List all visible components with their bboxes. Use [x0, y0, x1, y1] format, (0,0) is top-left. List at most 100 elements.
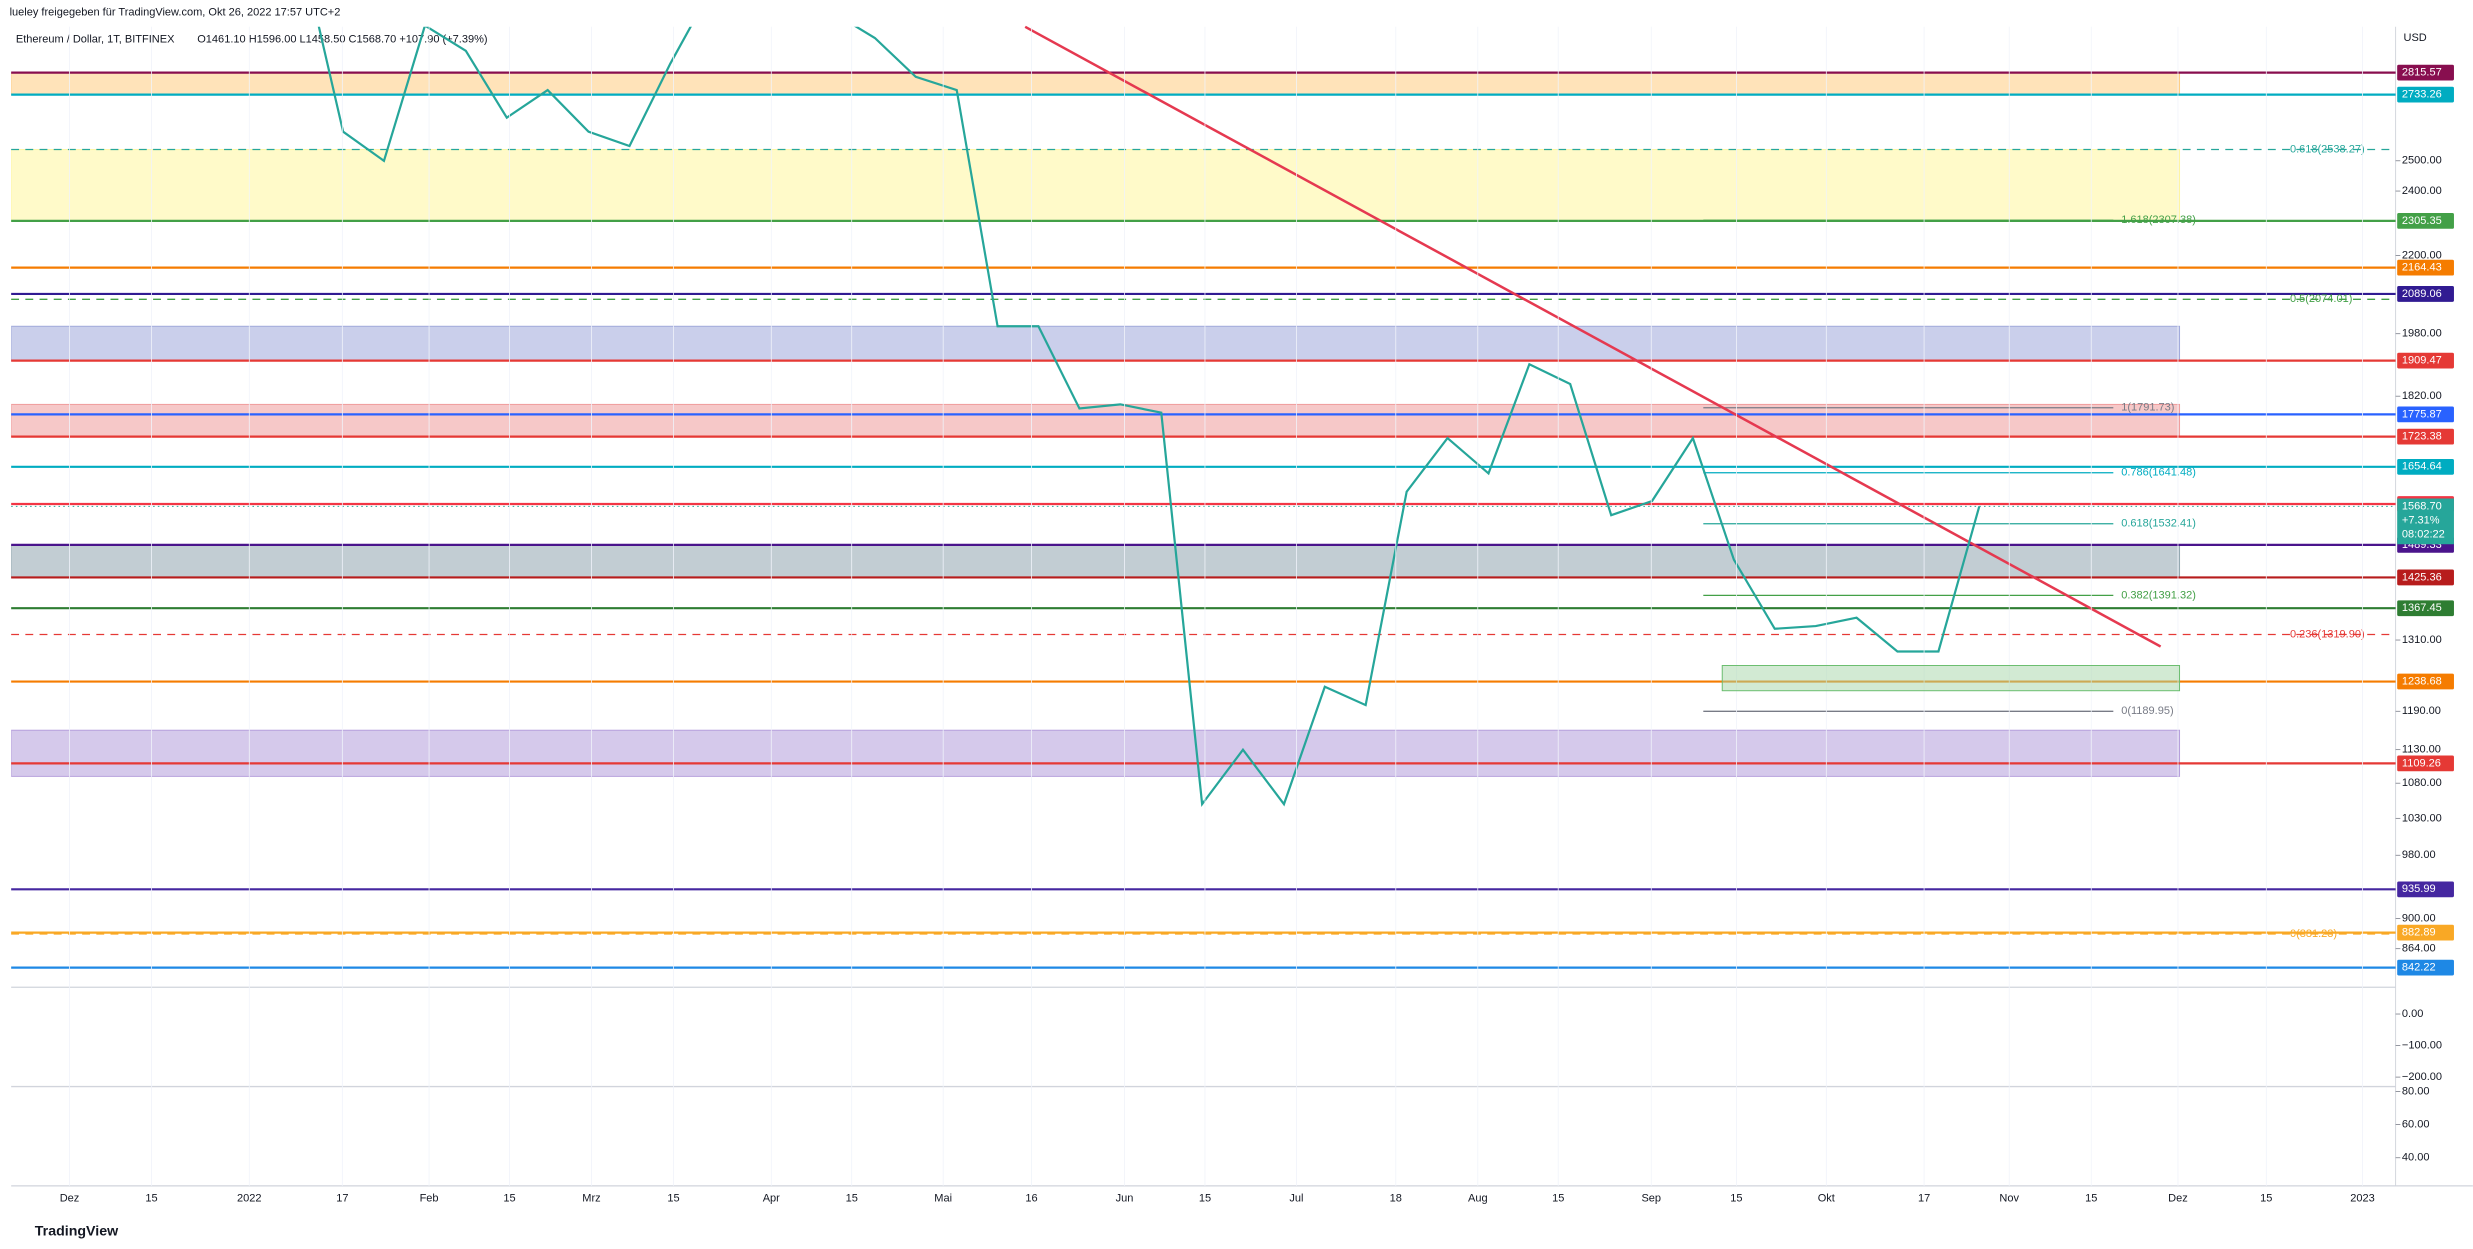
level-tag	[2397, 352, 2454, 369]
fib-label: 0(1189.95)	[2121, 705, 2173, 717]
y-tick-label: 1030.00	[2402, 812, 2442, 824]
level-tag	[2397, 428, 2454, 445]
x-tick-label: 15	[1730, 1192, 1742, 1204]
price-line	[317, 26, 1981, 808]
level-tag	[2397, 458, 2454, 475]
y-tick-label: 2400.00	[2402, 185, 2442, 197]
x-tick-label: Mrz	[582, 1192, 600, 1204]
level-label: 1723.38	[2402, 431, 2442, 443]
level-label: 1909.47	[2402, 355, 2442, 367]
fib-label: 1.618(2307.38)	[2121, 214, 2196, 226]
x-tick-label: Dez	[2168, 1192, 2188, 1204]
level-label: 2089.06	[2402, 288, 2442, 300]
level-label: 2164.43	[2402, 262, 2442, 274]
zone	[11, 729, 2181, 777]
fib-label: 0.786(1641.48)	[2121, 467, 2196, 479]
fib-label: 0(881.23)	[2290, 928, 2337, 940]
level-tag	[2397, 959, 2454, 976]
y-tick-label: 1080.00	[2402, 777, 2442, 789]
rsi-tick-label: 40.00	[2402, 1152, 2430, 1164]
fib-label: 0.618(2538.27)	[2290, 143, 2365, 155]
level-label: 1109.26	[2402, 757, 2441, 769]
level-tag	[2397, 924, 2454, 941]
level-label: 2815.57	[2402, 67, 2442, 79]
chart-title: Ethereum / Dollar, 1T, BITFINEX	[16, 33, 175, 45]
fib-label: 0.618(1532.41)	[2121, 518, 2196, 530]
zone	[11, 544, 2181, 579]
level-tag	[2397, 286, 2454, 302]
x-tick-label: 15	[145, 1192, 157, 1204]
y-tick-label: 980.00	[2402, 849, 2436, 861]
range-box	[1721, 665, 2181, 692]
x-tick-label: 15	[1552, 1192, 1564, 1204]
y-tick-label: 864.00	[2402, 943, 2436, 955]
x-tick-label: 16	[1025, 1192, 1037, 1204]
level-label: 1425.36	[2402, 571, 2442, 583]
x-tick-label: 15	[503, 1192, 515, 1204]
rsi-tick-label: 60.00	[2402, 1119, 2430, 1131]
attribution: lueley freigegeben für TradingView.com, …	[10, 7, 341, 19]
current-price-label: 1568.70	[2402, 500, 2442, 512]
fib-label: 0.236(1319.90)	[2290, 628, 2365, 640]
x-tick-label: 17	[1918, 1192, 1930, 1204]
rsi-tick-label: 80.00	[2402, 1085, 2430, 1097]
level-tag	[2397, 673, 2454, 690]
level-tag	[2397, 569, 2454, 586]
x-tick-label: 2023	[2350, 1192, 2375, 1204]
level-tag	[2397, 64, 2454, 81]
level-tag	[2397, 86, 2454, 103]
macd-tick-label: −100.00	[2402, 1039, 2442, 1051]
x-tick-label: 18	[1390, 1192, 1402, 1204]
y-tick-label: 900.00	[2402, 912, 2436, 924]
y-tick-label: 1130.00	[2402, 744, 2441, 756]
x-tick-label: 15	[2085, 1192, 2097, 1204]
level-label: 882.89	[2402, 927, 2436, 939]
level-tag	[2397, 406, 2454, 423]
level-tag	[2397, 881, 2454, 898]
x-tick-label: 17	[336, 1192, 348, 1204]
x-tick-label: Dez	[60, 1192, 80, 1204]
level-label: 842.22	[2402, 962, 2436, 974]
y-tick-label: 1190.00	[2402, 705, 2441, 717]
level-tag	[2397, 600, 2454, 617]
x-tick-label: Mai	[934, 1192, 952, 1204]
x-tick-label: Nov	[1999, 1192, 2019, 1204]
x-tick-label: 15	[1199, 1192, 1211, 1204]
x-tick-label: Jun	[1116, 1192, 1134, 1204]
zone	[11, 403, 2181, 438]
x-tick-label: 2022	[237, 1192, 262, 1204]
current-price-tag	[2397, 498, 2454, 545]
currency: USD	[2403, 32, 2426, 44]
zone	[11, 325, 2181, 362]
macd-tick-label: −200.00	[2402, 1071, 2442, 1083]
fib-label: 0.5(2074.01)	[2290, 293, 2352, 305]
current-price-change: +7.31%	[2402, 514, 2440, 526]
x-tick-label: Sep	[1641, 1192, 1661, 1204]
current-price-countdown: 08:02:22	[2402, 529, 2445, 541]
fib-label: 1(1791.73)	[2121, 402, 2174, 414]
y-tick-label: 2500.00	[2402, 155, 2442, 167]
level-tag	[2397, 213, 2454, 229]
x-tick-label: 15	[667, 1192, 679, 1204]
fib-label: 0.382(1391.32)	[2121, 589, 2196, 601]
level-label: 1367.45	[2402, 602, 2442, 614]
level-label: 2305.35	[2402, 215, 2442, 227]
brand: TradingView	[35, 1223, 119, 1239]
x-tick-label: Aug	[1468, 1192, 1488, 1204]
level-label: 1654.64	[2402, 461, 2442, 473]
level-label: 2733.26	[2402, 89, 2442, 101]
x-tick-label: Apr	[763, 1192, 780, 1204]
level-tag	[2397, 259, 2454, 276]
x-tick-label: Okt	[1818, 1192, 1835, 1204]
x-tick-label: 15	[846, 1192, 858, 1204]
level-tag	[2397, 755, 2454, 772]
level-label: 1238.68	[2402, 675, 2442, 687]
level-label: 1775.87	[2402, 408, 2442, 420]
y-tick-label: 1310.00	[2402, 634, 2442, 646]
trend-line	[1024, 25, 2162, 648]
x-tick-label: Jul	[1289, 1192, 1303, 1204]
zone	[11, 72, 2181, 96]
zone	[11, 149, 2181, 222]
y-tick-label: 1820.00	[2402, 390, 2442, 402]
